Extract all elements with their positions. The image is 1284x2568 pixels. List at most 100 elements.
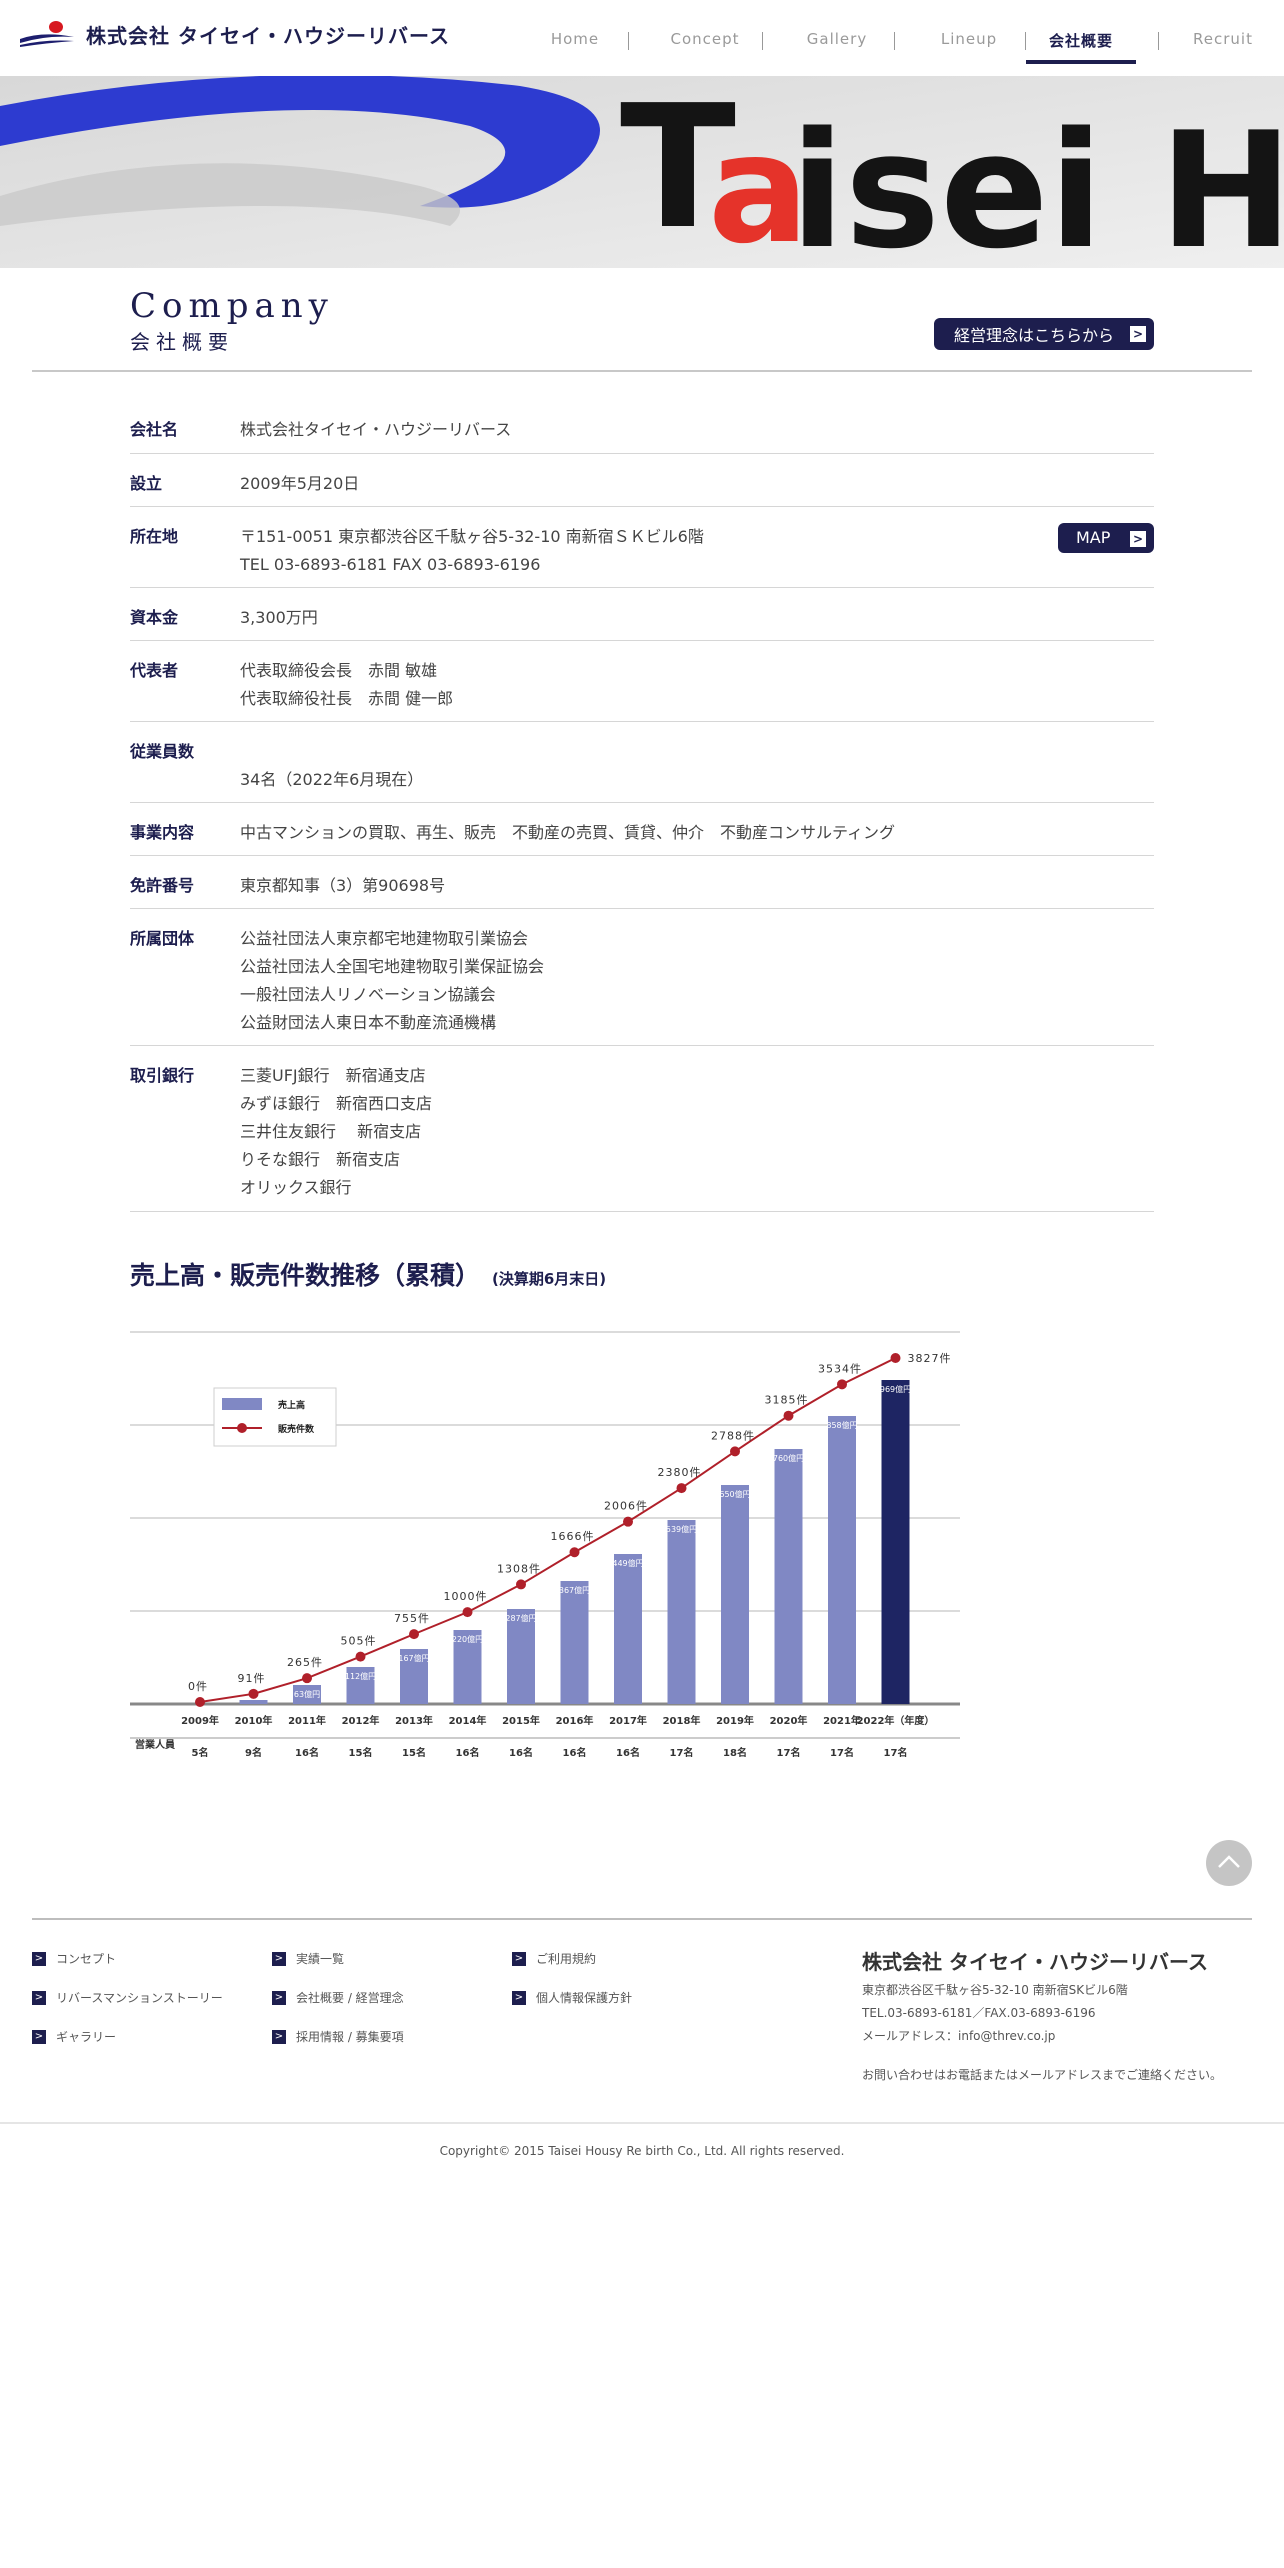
chart-employee-count: 16名 (456, 1746, 480, 1759)
info-value-line: 三菱UFJ銀行 新宿通支店 (240, 1066, 426, 1085)
chart-point-label: 2380件 (658, 1466, 702, 1479)
footer-link-recruit[interactable]: > 採用情報 / 募集要項 (272, 2028, 404, 2045)
info-label: 資本金 (130, 608, 179, 627)
footer-link-label: ギャラリー (56, 2030, 117, 2044)
footer-link-story[interactable]: > リバースマンションストーリー (32, 1989, 223, 2006)
chart-bar-label: 760億円 (773, 1453, 804, 1463)
info-value: 3,300万円 (240, 604, 318, 632)
chart-point (676, 1483, 687, 1494)
info-value-line: 東京都知事（3）第90698号 (240, 876, 446, 895)
info-value-line: 一般社団法人リノベーション協議会 (240, 985, 496, 1004)
nav-divider (1158, 32, 1159, 50)
chevron-right-icon: > (1130, 326, 1146, 342)
footer-bottom-divider (0, 2122, 1284, 2124)
info-row-associations: 所属団体 公益社団法人東京都宅地建物取引業協会 公益社団法人全国宅地建物取引業保… (130, 909, 1154, 1046)
chart-x-tick: 2011年 (288, 1714, 326, 1727)
footer-link-label: 実績一覧 (296, 1952, 345, 1966)
nav-company[interactable]: 会社概要 (1048, 32, 1113, 50)
chart-employee-count: 17名 (830, 1746, 854, 1759)
chart-x-tick: 2012年 (342, 1714, 380, 1727)
page-title-ja: 会社概要 (130, 330, 234, 354)
footer-link-works[interactable]: > 実績一覧 (272, 1950, 344, 1967)
info-value: 東京都知事（3）第90698号 (240, 872, 445, 900)
footer-link-label: リバースマンションストーリー (56, 1991, 223, 2005)
info-label: 会社名 (130, 420, 179, 439)
nav-home[interactable]: Home (550, 30, 600, 48)
footer-company-info: 株式会社 タイセイ・ハウジーリバース 東京都渋谷区千駄ヶ谷5-32-10 南新宿… (862, 1946, 1222, 2083)
footer-link-terms[interactable]: > ご利用規約 (512, 1950, 596, 1967)
chart-bar-label: 220億円 (452, 1634, 483, 1644)
chart-x-tick: 2019年 (716, 1714, 754, 1727)
info-row-representative: 代表者 代表取締役会長 赤間 敏雄 代表取締役社長 赤間 健一郎 (130, 641, 1154, 722)
chart-bar (614, 1554, 642, 1704)
info-value: 代表取締役会長 赤間 敏雄 代表取締役社長 赤間 健一郎 (240, 657, 453, 713)
logo-text: 株式会社 タイセイ・ハウジーリバース (86, 23, 450, 48)
info-value-line: 三井住友銀行 新宿支店 (240, 1122, 422, 1141)
map-button[interactable]: MAP > (1058, 523, 1154, 553)
logo[interactable]: 株式会社 タイセイ・ハウジーリバース (18, 14, 450, 54)
chart-bar-label: 367億円 (559, 1585, 590, 1595)
info-row-address: 所在地 〒151-0051 東京都渋谷区千駄ヶ谷5-32-10 南新宿ＳＫビル6… (130, 507, 1154, 588)
chart-employee-label: 営業人員 (135, 1738, 175, 1751)
site-header: 株式会社 タイセイ・ハウジーリバース Home Concept Gallery … (0, 0, 1284, 76)
footer-link-gallery[interactable]: > ギャラリー (32, 2028, 116, 2045)
chevron-right-icon: > (272, 2029, 286, 2044)
chevron-right-icon: > (512, 1990, 526, 2005)
chart-legend-line-label: 販売件数 (278, 1423, 315, 1435)
info-value: 34名（2022年6月現在） (240, 738, 423, 794)
chart-point-label: 3534件 (818, 1362, 862, 1375)
chart-legend-point-swatch (237, 1423, 247, 1433)
nav-divider (628, 32, 629, 50)
info-value-line: 代表取締役会長 赤間 敏雄 (240, 661, 438, 680)
footer-link-label: 採用情報 / 募集要項 (296, 2030, 404, 2044)
footer-link-privacy[interactable]: > 個人情報保護方針 (512, 1989, 632, 2006)
footer-link-concept[interactable]: > コンセプト (32, 1950, 116, 1967)
chart-bar-label: 167億円 (398, 1653, 429, 1663)
chart-point-label: 2006件 (604, 1500, 648, 1513)
info-value-line: 34名（2022年6月現在） (240, 770, 424, 789)
info-row-established: 設立 2009年5月20日 (130, 454, 1154, 507)
info-value-line: 公益財団法人東日本不動産流通機構 (240, 1013, 497, 1032)
chart-bar (667, 1520, 696, 1704)
chart-point-label: 3185件 (765, 1394, 809, 1407)
footer-email: メールアドレス：info@threv.co.jp (862, 2029, 1056, 2043)
info-row-business: 事業内容 中古マンションの買取、再生、販売 不動産の売買、賃貸、仲介 不動産コン… (130, 803, 1154, 856)
footer-link-company[interactable]: > 会社概要 / 経営理念 (272, 1989, 404, 2006)
philosophy-button[interactable]: 経営理念はこちらから > (934, 318, 1154, 350)
chart-employee-count: 15名 (402, 1746, 426, 1759)
chart-employee-count: 17名 (884, 1746, 908, 1759)
chart-title: 売上高・販売件数推移（累積） (130, 1261, 481, 1290)
info-row-employees: 従業員数 34名（2022年6月現在） (130, 722, 1154, 803)
chart-bar-label: 650億円 (719, 1489, 750, 1499)
info-label: 所在地 (130, 527, 179, 546)
info-value-line: りそな銀行 新宿支店 (240, 1150, 401, 1169)
chart-x-tick: 2021年 (823, 1714, 861, 1727)
footer-link-label: 個人情報保護方針 (536, 1991, 633, 2005)
info-value: 2009年5月20日 (240, 470, 359, 498)
chart-employee-count: 16名 (509, 1746, 533, 1759)
chart-point (783, 1410, 794, 1421)
chart-bar (400, 1649, 428, 1704)
nav-active-indicator (1026, 60, 1136, 64)
scroll-to-top-button[interactable] (1206, 1840, 1252, 1886)
info-label: 免許番号 (130, 876, 195, 895)
info-row-banks: 取引銀行 三菱UFJ銀行 新宿通支店 みずほ銀行 新宿西口支店 三井住友銀行 新… (130, 1046, 1154, 1212)
chart-point-label: 2788件 (711, 1429, 755, 1442)
chart-legend-bar-swatch (222, 1398, 262, 1410)
chart-employee-count: 18名 (723, 1746, 747, 1759)
footer-link-label: コンセプト (56, 1952, 117, 1966)
philosophy-button-label: 経営理念はこちらから (954, 326, 1115, 345)
chart-bar-label: 539億円 (666, 1524, 697, 1534)
nav-concept[interactable]: Concept (670, 30, 740, 48)
title-divider (32, 370, 1252, 372)
sales-chart: 2009年 5名 2010年 9名 63億円 2011年 16名 112億円 2012年 15名 1… (130, 1331, 960, 1759)
chart-bar (774, 1449, 803, 1704)
info-value-line: 2009年5月20日 (240, 474, 360, 493)
info-row-capital: 資本金 3,300万円 (130, 588, 1154, 641)
nav-divider (894, 32, 895, 50)
nav-recruit[interactable]: Recruit (1193, 30, 1253, 48)
chart-employee-count: 17名 (670, 1746, 694, 1759)
footer-link-label: 会社概要 / 経営理念 (296, 1991, 404, 2005)
nav-gallery[interactable]: Gallery (806, 30, 868, 48)
nav-lineup[interactable]: Lineup (940, 30, 998, 48)
